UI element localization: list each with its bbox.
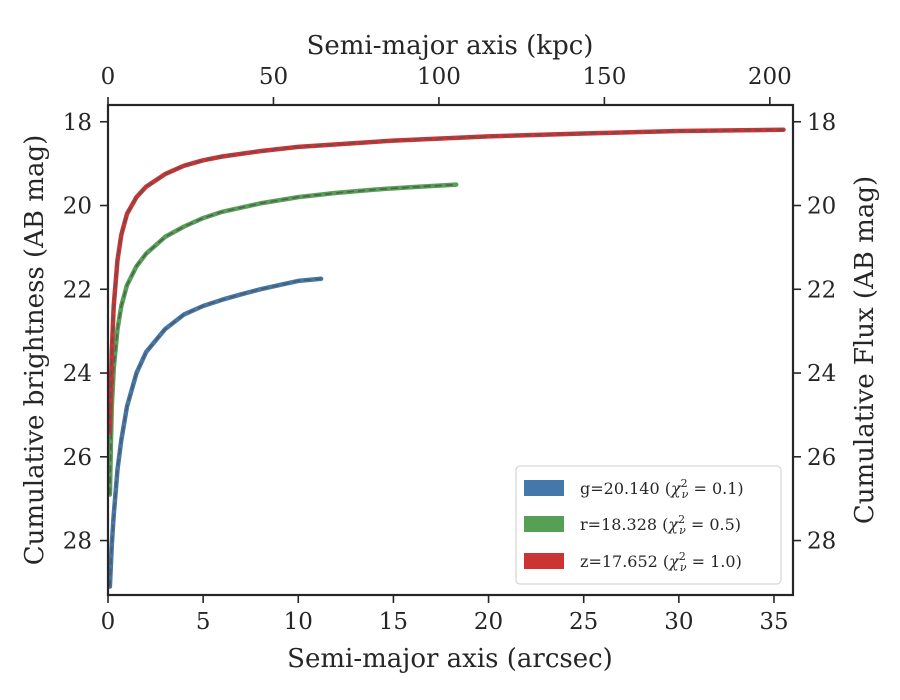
model-line-g [109,278,322,587]
top-x-axis-title: Semi-major axis (kpc) [307,31,594,61]
legend-label-r: r=18.328 (χ2 ν = 0.5) [580,513,741,537]
right-y-tick-label: 20 [807,194,836,220]
legend-mag-g: 20.140 [604,479,660,498]
right-y-tick-label: 24 [807,361,836,387]
right-y-tick-label: 18 [807,110,836,136]
x-tick-label: 5 [196,609,211,635]
legend-box [515,465,782,585]
plot-frame [106,103,795,597]
ticks-layer: 0 5 10 15 20 25 30 35 0 50 100 150 200 18 18 20 20 22 22 24… [63,64,837,635]
right-y-tick-label: 22 [807,277,836,303]
legend-mag-r: 18.328 [601,515,657,534]
legend-swatch-r [524,516,564,532]
legend-entry-z: z=17.652 (χ2 ν = 1.0) [524,550,742,574]
y-tick-label: 28 [63,529,92,555]
legend-swatch-z [524,553,564,569]
legend-entry-g: g=20.140 (χ2 ν = 0.1) [524,477,744,501]
right-y-tick-label: 26 [807,445,836,471]
x-tick-label: 10 [284,609,313,635]
y-tick-label: 22 [63,277,92,303]
legend-entry-r: r=18.328 (χ2 ν = 0.5) [524,513,741,537]
model-line-r [109,183,457,495]
y-tick-label: 20 [63,194,92,220]
right-y-axis-title: Cumulative Flux (AB mag) [850,176,880,524]
y-tick-label: 24 [63,361,92,387]
y-tick-label: 26 [63,445,92,471]
legend-band-r: r [580,515,588,534]
x-tick-label: 30 [664,609,693,635]
legend-band-g: g [580,479,590,498]
x-axis-title: Semi-major axis (arcsec) [287,644,613,674]
right-y-tick-label: 28 [807,529,836,555]
y-axis-title: Cumulative brightness (AB mag) [20,135,50,566]
top-x-tick-label: 150 [582,64,626,90]
legend-chi2-r: 0.5 [709,515,734,534]
legend-swatch-g [524,480,564,496]
x-tick-label: 0 [101,609,116,635]
legend-chi2-z: 1.0 [710,552,735,571]
y-tick-label: 18 [63,110,92,136]
x-tick-label: 15 [379,609,408,635]
series-layer [107,127,786,589]
legend-mag-z: 17.652 [602,552,658,571]
legend-chi2-g: 0.1 [712,479,737,498]
x-tick-label: 35 [759,609,788,635]
legend-label-z: z=17.652 (χ2 ν = 1.0) [580,550,742,574]
legend-label-g: g=20.140 (χ2 ν = 0.1) [580,477,744,501]
model-line-z [109,128,784,432]
x-tick-label: 20 [474,609,503,635]
top-x-tick-label: 0 [101,64,116,90]
top-x-tick-label: 200 [748,64,792,90]
legend: g=20.140 (χ2 ν = 0.1) r=18.328 (χ2 ν = 0.5… [515,465,782,585]
top-x-tick-label: 100 [417,64,461,90]
top-x-tick-label: 50 [259,64,288,90]
legend-band-z: z [580,552,588,571]
x-tick-label: 25 [569,609,598,635]
